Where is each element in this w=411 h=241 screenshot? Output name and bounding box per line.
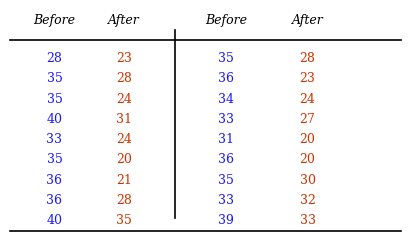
Text: Before: Before	[33, 14, 76, 27]
Text: 24: 24	[300, 93, 316, 106]
Text: After: After	[108, 14, 140, 27]
Text: 36: 36	[218, 72, 234, 85]
Text: 31: 31	[218, 133, 234, 146]
Text: 33: 33	[218, 194, 234, 207]
Text: 35: 35	[218, 52, 234, 65]
Text: Before: Before	[205, 14, 247, 27]
Text: 24: 24	[116, 93, 132, 106]
Text: 28: 28	[300, 52, 316, 65]
Text: 35: 35	[116, 214, 132, 227]
Text: 23: 23	[116, 52, 132, 65]
Text: 36: 36	[46, 174, 62, 187]
Text: 35: 35	[46, 72, 62, 85]
Text: 36: 36	[218, 153, 234, 166]
Text: 34: 34	[218, 93, 234, 106]
Text: 28: 28	[116, 72, 132, 85]
Text: 24: 24	[116, 133, 132, 146]
Text: 33: 33	[300, 214, 316, 227]
Text: 32: 32	[300, 194, 316, 207]
Text: 33: 33	[46, 133, 62, 146]
Text: 28: 28	[116, 194, 132, 207]
Text: 20: 20	[300, 153, 316, 166]
Text: 31: 31	[116, 113, 132, 126]
Text: 20: 20	[116, 153, 132, 166]
Text: 39: 39	[218, 214, 234, 227]
Text: After: After	[292, 14, 323, 27]
Text: 33: 33	[218, 113, 234, 126]
Text: 40: 40	[46, 214, 62, 227]
Text: 30: 30	[300, 174, 316, 187]
Text: 35: 35	[46, 93, 62, 106]
Text: 23: 23	[300, 72, 316, 85]
Text: 40: 40	[46, 113, 62, 126]
Text: 35: 35	[218, 174, 234, 187]
Text: 20: 20	[300, 133, 316, 146]
Text: 27: 27	[300, 113, 315, 126]
Text: 28: 28	[46, 52, 62, 65]
Text: 21: 21	[116, 174, 132, 187]
Text: 35: 35	[46, 153, 62, 166]
Text: 36: 36	[46, 194, 62, 207]
